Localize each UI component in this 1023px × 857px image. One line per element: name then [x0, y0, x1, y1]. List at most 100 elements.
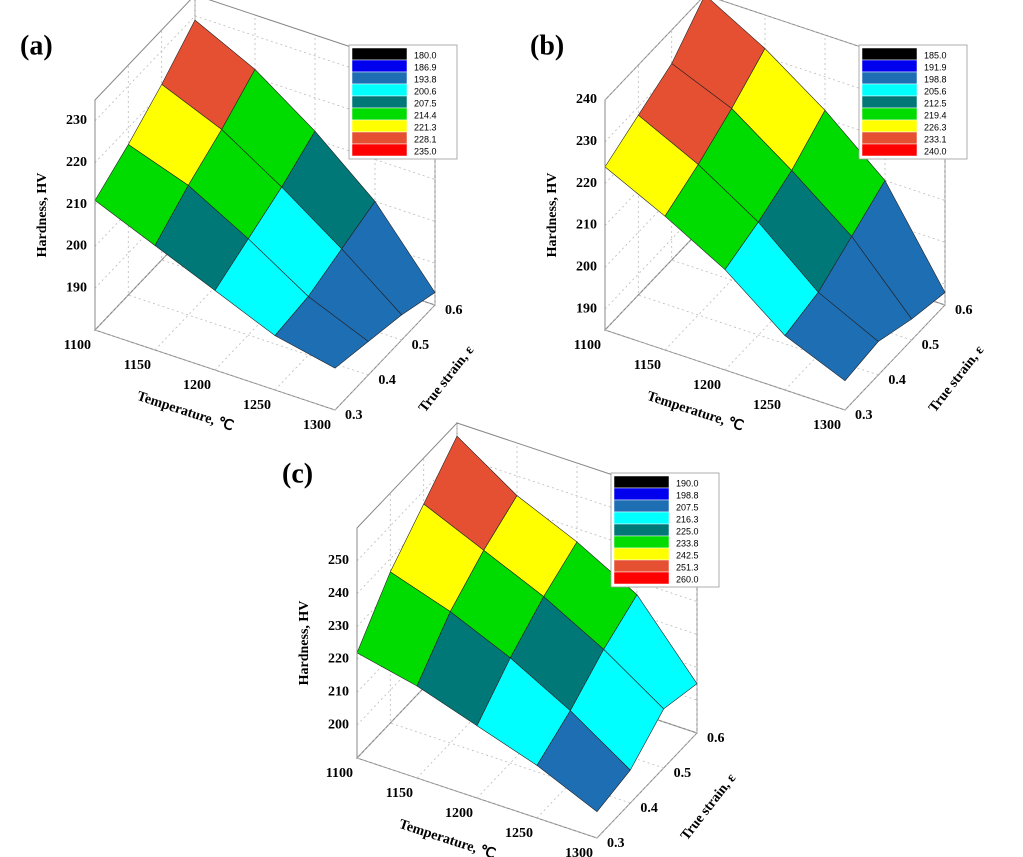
y-grid-line — [127, 65, 369, 376]
x-tick-label: 1300 — [303, 418, 331, 433]
legend-swatch — [861, 131, 918, 145]
z-tick-label: 220 — [576, 176, 597, 191]
x-tick-label: 1300 — [565, 846, 593, 857]
panel-label: (b) — [530, 30, 564, 61]
legend-swatch — [613, 571, 670, 585]
legend-label: 240.0 — [924, 146, 947, 156]
panel: 200 210 220 230 240 250 1100 1150 1200 1250 1300 0.… — [282, 421, 739, 857]
x-tick-label: 1150 — [124, 358, 151, 373]
y-axis-label: True strain, ε — [678, 771, 739, 843]
legend-swatch — [613, 499, 670, 513]
legend-label: 233.1 — [924, 134, 947, 144]
legend-swatch — [613, 511, 670, 525]
legend-label: 242.5 — [676, 550, 699, 560]
x-tick-label: 1250 — [505, 826, 533, 841]
x-tick-label: 1300 — [813, 418, 841, 433]
y-tick-label: 0.4 — [888, 373, 906, 388]
z-tick-label: 220 — [66, 155, 87, 170]
z-axis-label: Hardness, HV — [297, 601, 312, 686]
legend-label: 198.8 — [924, 74, 947, 84]
x-tick-label: 1200 — [445, 806, 473, 821]
x-tick-label: 1250 — [753, 398, 781, 413]
x-axis-label: Temperature, ℃ — [397, 817, 497, 857]
legend-label: 186.9 — [414, 62, 437, 72]
legend-label: 212.5 — [924, 98, 947, 108]
z-tick-label: 190 — [576, 301, 597, 316]
x-tick-label: 1100 — [574, 338, 601, 353]
legend-swatch — [351, 131, 408, 145]
z-tick-label: 200 — [328, 717, 349, 732]
surface-patch — [784, 291, 879, 382]
legend-swatch — [613, 523, 670, 537]
legend-label: 228.1 — [414, 134, 437, 144]
legend-label: 190.0 — [676, 478, 699, 488]
panel-label: (c) — [282, 458, 313, 489]
x-tick-label: 1200 — [693, 378, 721, 393]
legend-swatch — [613, 547, 670, 561]
panel: 190 200 210 220 230 240 1100 1150 1200 1250 1300 0.… — [530, 0, 987, 434]
y-tick-label: 0.3 — [855, 408, 873, 423]
z-tick-label: 220 — [328, 652, 349, 667]
legend-swatch — [351, 107, 408, 121]
legend-swatch — [861, 143, 918, 157]
y-tick-label: 0.3 — [607, 836, 625, 851]
legend-swatch — [613, 535, 670, 549]
legend-label: 193.8 — [414, 74, 437, 84]
legend-swatch — [351, 95, 408, 109]
surface-patch — [274, 296, 369, 369]
legend-swatch — [351, 71, 408, 85]
y-axis-label: True strain, ε — [926, 343, 987, 415]
x-tick-label: 1100 — [326, 766, 353, 781]
legend-label: 180.0 — [414, 50, 437, 60]
x-tick-label: 1200 — [183, 378, 211, 393]
legend-label: 205.6 — [924, 86, 947, 96]
x-tick-label: 1150 — [386, 786, 413, 801]
legend-label: 251.3 — [676, 562, 699, 572]
z-tick-label: 200 — [66, 239, 87, 254]
legend-swatch — [861, 119, 918, 133]
z-axis-label: Hardness, HV — [35, 173, 50, 258]
y-tick-label: 0.6 — [707, 731, 725, 746]
legend-swatch — [861, 95, 918, 109]
legend-label: 221.3 — [414, 122, 437, 132]
legend-label: 185.0 — [924, 50, 947, 60]
x-axis-label: Temperature, ℃ — [135, 389, 235, 434]
y-axis-label: True strain, ε — [416, 343, 477, 415]
z-tick-label: 210 — [66, 197, 87, 212]
x-tick-label: 1250 — [243, 398, 271, 413]
z-tick-label: 210 — [576, 218, 597, 233]
legend-swatch — [613, 559, 670, 573]
y-grid-line — [389, 493, 631, 804]
y-tick-label: 0.6 — [445, 303, 463, 318]
legend-swatch — [861, 71, 918, 85]
z-tick-label: 230 — [66, 113, 87, 128]
z-tick-label: 240 — [328, 586, 349, 601]
panel-label: (a) — [20, 30, 53, 61]
z-tick-label: 250 — [328, 553, 349, 568]
legend-swatch — [351, 59, 408, 73]
legend-swatch — [861, 107, 918, 121]
legend-label: 219.4 — [924, 110, 947, 120]
legend-label: 198.8 — [676, 490, 699, 500]
legend-swatch — [861, 83, 918, 97]
legend-label: 235.0 — [414, 146, 437, 156]
legend-label: 226.3 — [924, 122, 947, 132]
legend-label: 216.3 — [676, 514, 699, 524]
y-tick-label: 0.4 — [640, 801, 658, 816]
legend-swatch — [861, 59, 918, 73]
y-tick-label: 0.5 — [922, 338, 940, 353]
legend-swatch — [351, 83, 408, 97]
legend-swatch — [861, 47, 918, 61]
legend-swatch — [613, 487, 670, 501]
z-tick-label: 190 — [66, 280, 87, 295]
surface-patch — [536, 710, 631, 813]
y-tick-label: 0.5 — [412, 338, 430, 353]
z-tick-label: 210 — [328, 685, 349, 700]
y-tick-label: 0.4 — [378, 373, 396, 388]
legend-label: 191.9 — [924, 62, 947, 72]
legend-label: 207.5 — [414, 98, 437, 108]
x-tick-label: 1150 — [634, 358, 661, 373]
y-tick-label: 0.5 — [674, 766, 692, 781]
z-tick-label: 230 — [328, 619, 349, 634]
